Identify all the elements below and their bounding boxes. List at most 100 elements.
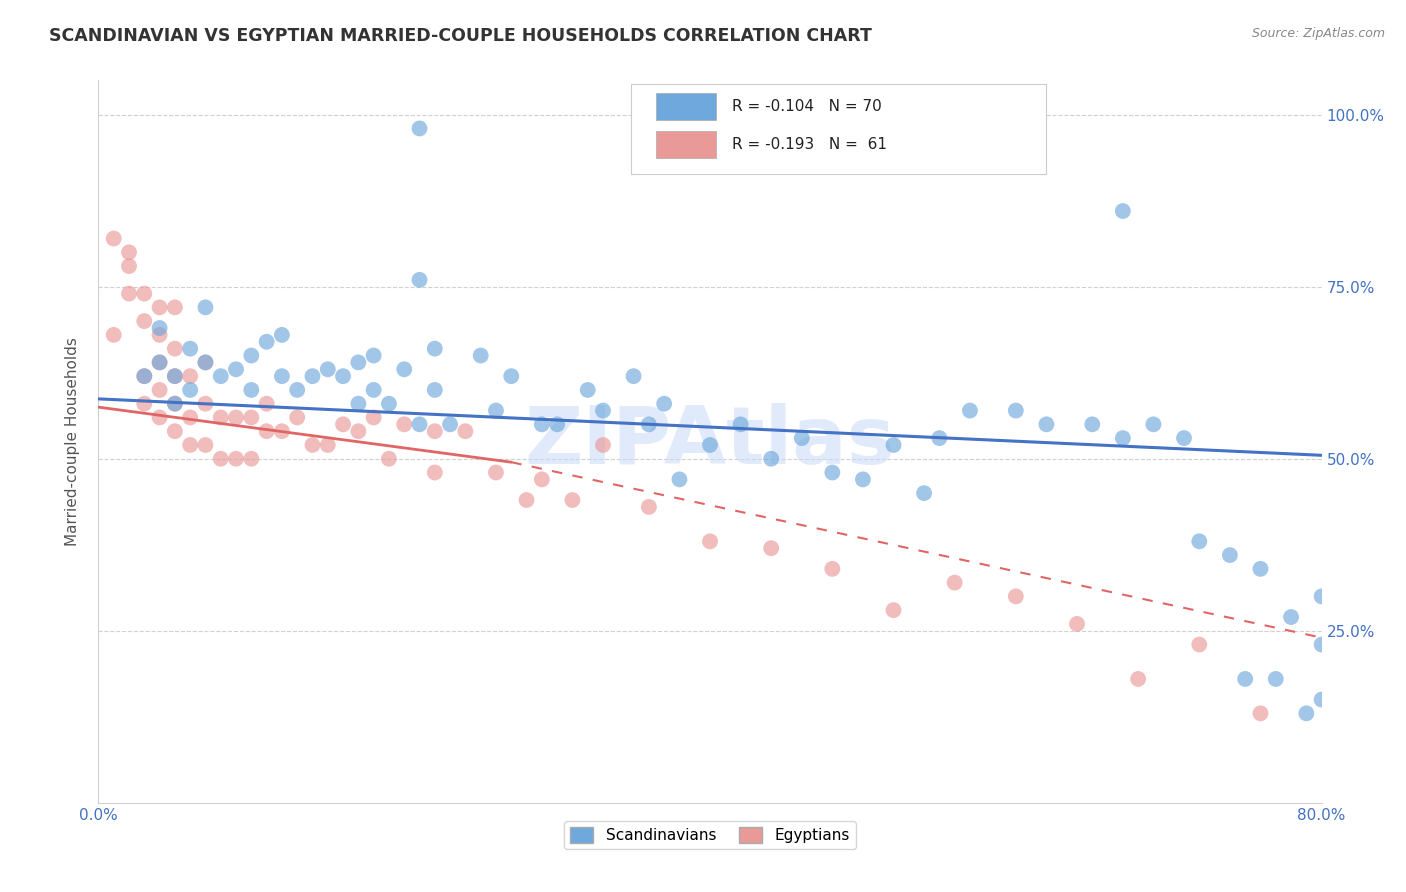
Point — [240, 451, 263, 466]
Point — [163, 424, 186, 438]
Point — [225, 362, 247, 376]
Point — [1264, 672, 1286, 686]
Point — [530, 472, 553, 486]
Point — [149, 327, 172, 342]
Point — [392, 417, 416, 432]
Point — [821, 466, 844, 480]
Point — [1142, 417, 1164, 432]
Point — [759, 451, 782, 466]
Point — [652, 397, 675, 411]
Point — [179, 383, 201, 397]
Point — [637, 500, 661, 514]
Point — [1310, 692, 1333, 706]
Point — [378, 451, 401, 466]
Point — [347, 355, 370, 369]
Point — [1219, 548, 1241, 562]
Point — [470, 349, 492, 363]
Point — [347, 424, 370, 438]
Point — [270, 369, 292, 384]
Point — [1066, 616, 1088, 631]
Point — [530, 417, 553, 432]
Point — [423, 383, 446, 397]
Point — [240, 349, 263, 363]
Point — [1004, 590, 1026, 604]
Point — [378, 397, 401, 411]
Point — [194, 397, 217, 411]
Point — [485, 403, 508, 417]
Point — [546, 417, 568, 432]
Point — [928, 431, 950, 445]
Point — [623, 369, 645, 384]
Point — [699, 534, 721, 549]
Point — [285, 383, 308, 397]
Point — [332, 417, 354, 432]
Point — [163, 397, 186, 411]
Point — [134, 369, 156, 384]
Point — [959, 403, 981, 417]
Point — [134, 397, 156, 411]
Point — [408, 121, 430, 136]
Point — [103, 231, 125, 245]
Point — [285, 410, 308, 425]
Point — [134, 286, 156, 301]
Legend: Scandinavians, Egyptians: Scandinavians, Egyptians — [564, 822, 856, 849]
Point — [592, 403, 614, 417]
Point — [149, 355, 172, 369]
Point — [163, 397, 186, 411]
Point — [134, 314, 156, 328]
Point — [149, 321, 172, 335]
Point — [1081, 417, 1104, 432]
Point — [118, 286, 141, 301]
Point — [408, 273, 430, 287]
FancyBboxPatch shape — [630, 84, 1046, 174]
Point — [270, 424, 292, 438]
Point — [668, 472, 690, 486]
Point — [194, 438, 217, 452]
Point — [912, 486, 935, 500]
Point — [163, 342, 186, 356]
Point — [347, 397, 370, 411]
Point — [730, 417, 752, 432]
Point — [194, 355, 217, 369]
Point — [454, 424, 477, 438]
Y-axis label: Married-couple Households: Married-couple Households — [65, 337, 80, 546]
Point — [209, 369, 232, 384]
Point — [363, 349, 385, 363]
Point — [759, 541, 782, 556]
Point — [163, 369, 186, 384]
Point — [240, 383, 263, 397]
Point — [256, 334, 278, 349]
Point — [408, 417, 430, 432]
Point — [1173, 431, 1195, 445]
Point — [576, 383, 599, 397]
Point — [225, 410, 247, 425]
Point — [179, 342, 201, 356]
Point — [790, 431, 813, 445]
Point — [118, 259, 141, 273]
Text: SCANDINAVIAN VS EGYPTIAN MARRIED-COUPLE HOUSEHOLDS CORRELATION CHART: SCANDINAVIAN VS EGYPTIAN MARRIED-COUPLE … — [49, 27, 872, 45]
Point — [1004, 403, 1026, 417]
Text: Source: ZipAtlas.com: Source: ZipAtlas.com — [1251, 27, 1385, 40]
Point — [883, 603, 905, 617]
Point — [1188, 638, 1211, 652]
Point — [943, 575, 966, 590]
Point — [149, 355, 172, 369]
Point — [423, 424, 446, 438]
Point — [256, 424, 278, 438]
FancyBboxPatch shape — [657, 94, 716, 120]
Point — [1249, 562, 1271, 576]
Point — [1188, 534, 1211, 549]
Point — [1310, 590, 1333, 604]
Point — [561, 493, 583, 508]
Point — [592, 438, 614, 452]
Point — [1112, 431, 1135, 445]
Point — [270, 327, 292, 342]
Point — [485, 466, 508, 480]
Point — [821, 562, 844, 576]
Text: R = -0.193   N =  61: R = -0.193 N = 61 — [733, 136, 887, 152]
Point — [118, 245, 141, 260]
Point — [363, 383, 385, 397]
Point — [852, 472, 875, 486]
Point — [363, 410, 385, 425]
Point — [256, 397, 278, 411]
